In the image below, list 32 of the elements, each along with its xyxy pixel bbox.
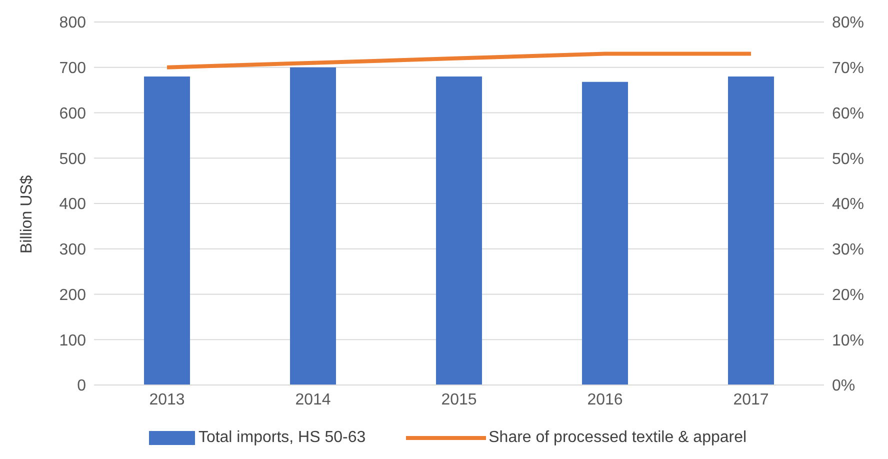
line-series xyxy=(165,52,753,70)
y-tick-label: 600 xyxy=(59,105,86,122)
y2-tick-label: 10% xyxy=(832,332,864,350)
bar xyxy=(582,82,628,385)
y-tick-label: 800 xyxy=(59,14,86,32)
y2-tick-label: 40% xyxy=(832,196,864,214)
y2-tick-label: 0% xyxy=(832,378,856,395)
y2-tick-label: 50% xyxy=(832,150,864,168)
x-tick-label: 2016 xyxy=(587,391,623,408)
bar xyxy=(144,76,190,385)
y2-tick-label: 70% xyxy=(832,60,864,78)
y-axis-title: Billion US$ xyxy=(18,175,36,254)
bar xyxy=(436,76,482,385)
y2-tick-label: 60% xyxy=(832,105,864,122)
y-tick-label: 400 xyxy=(59,196,86,214)
legend-label: Total imports, HS 50-63 xyxy=(197,429,366,447)
y2-tick-label: 20% xyxy=(832,286,864,304)
x-tick-label: 2017 xyxy=(733,391,769,408)
x-tick-label: 2015 xyxy=(441,391,477,408)
y-tick-label: 200 xyxy=(59,286,86,304)
y-tick-label: 700 xyxy=(59,60,86,78)
bar xyxy=(728,76,774,385)
legend-label: Share of processed textile & apparel xyxy=(488,429,747,447)
y2-tick-label: 80% xyxy=(832,14,864,32)
y-tick-label: 500 xyxy=(59,150,86,168)
y-tick-label: 100 xyxy=(59,332,86,350)
x-tick-label: 2013 xyxy=(149,391,185,408)
x-tick-label: 2014 xyxy=(295,391,331,408)
y2-tick-label: 30% xyxy=(832,242,864,259)
bar xyxy=(290,67,336,385)
y-tick-label: 300 xyxy=(59,242,86,259)
y-tick-label: 0 xyxy=(77,378,86,395)
